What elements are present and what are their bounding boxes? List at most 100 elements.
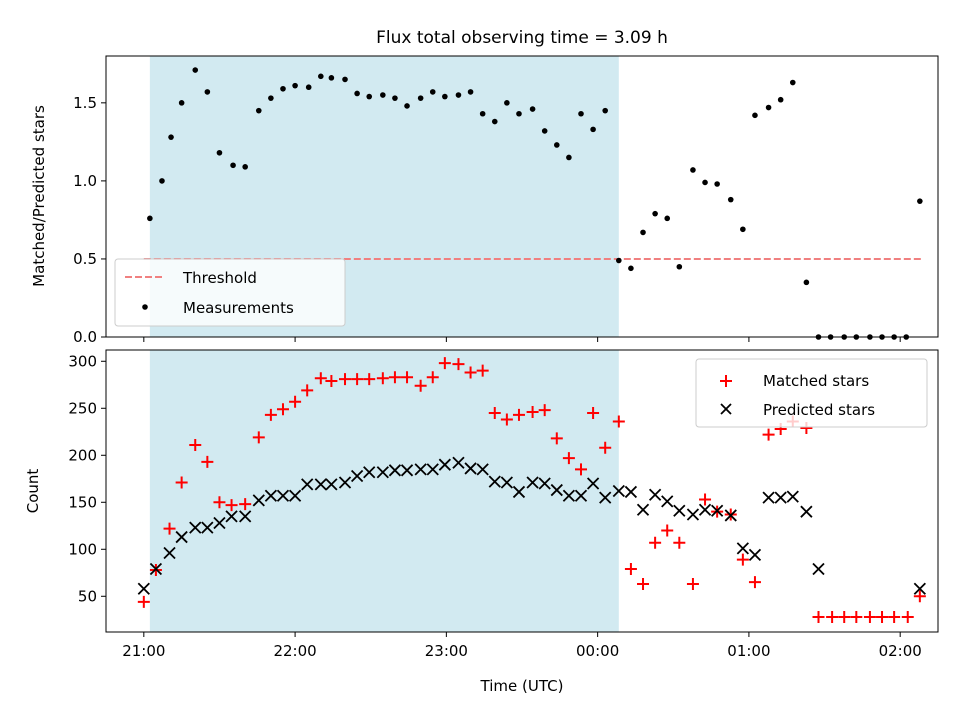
measurement-point (429, 89, 436, 95)
matched-star-point (863, 610, 876, 623)
predicted-star-point (163, 546, 176, 560)
x-tick-label: 02:00 (879, 642, 922, 660)
predicted-star-point (612, 484, 625, 498)
measurement-point (442, 93, 448, 100)
matched-star-point (213, 496, 226, 509)
measurement-point (590, 126, 596, 133)
x-tick-label: 22:00 (273, 642, 316, 660)
matched-star-point (276, 403, 289, 416)
bottom-y-tick-label: 50 (78, 587, 97, 605)
matched-star-point (351, 373, 364, 386)
predicted-star-point (586, 477, 600, 490)
top-y-axis-label: Matched/Predicted stars (30, 105, 48, 287)
matched-star-point (736, 553, 749, 566)
matched-star-point (888, 610, 901, 623)
measurement-point (168, 134, 174, 140)
measurement-point (380, 92, 386, 98)
matched-star-point (401, 371, 414, 384)
predicted-star-point (748, 548, 762, 562)
measurement-point (455, 92, 462, 98)
measurement-point (318, 73, 324, 80)
matched-legend-label: Matched stars (763, 372, 869, 390)
measurement-point (803, 279, 810, 286)
predicted-star-point (711, 504, 724, 517)
bottom-axes-frame (105, 349, 939, 633)
measurement-point (242, 164, 248, 170)
measurement-point (917, 198, 923, 204)
predicted-star-point (786, 490, 799, 503)
bottom-legend: Matched stars Predicted stars (695, 358, 928, 428)
predicted-legend-label: Predicted stars (763, 401, 875, 419)
measurement-point (628, 265, 634, 272)
measurement-point (664, 215, 671, 222)
matched-star-point (376, 372, 389, 385)
x-axis-label: Time (UTC) (480, 677, 564, 695)
measurement-point (147, 215, 153, 222)
predicted-star-point (464, 462, 477, 475)
measurement-point (529, 106, 536, 112)
chart-title: Flux total observing time = 3.09 h (376, 28, 668, 48)
bottom-y-tick-label: 300 (68, 352, 97, 370)
matched-star-point (289, 395, 302, 408)
predicted-star-point (363, 466, 376, 479)
measurement-point (328, 75, 335, 81)
top-y-tick-label: 0.0 (73, 328, 97, 346)
matched-star-point (686, 578, 699, 591)
measurement-point (740, 226, 746, 233)
matched-star-point (414, 379, 427, 392)
predicted-legend-swatch (720, 403, 732, 415)
predicted-star-point (288, 489, 302, 502)
predicted-star-point (252, 494, 265, 507)
matched-star-point (163, 522, 176, 535)
predicted-star-point (774, 491, 787, 504)
matched-star-point (661, 524, 674, 537)
bottom-y-tick-label: 150 (68, 493, 97, 511)
predicted-star-point (400, 464, 414, 477)
predicted-star-point (314, 478, 327, 491)
measurement-point (727, 196, 734, 203)
matched-star-point (748, 576, 761, 589)
top-y-tick-label: 1.0 (73, 172, 97, 190)
matched-star-point (488, 406, 501, 419)
measurement-point (159, 178, 165, 184)
measurement-point (640, 229, 646, 236)
measurement-point (676, 263, 683, 270)
matched-star-point (587, 406, 600, 419)
matched-star-point (762, 428, 775, 441)
predicted-star-point (325, 478, 338, 491)
measurement-point (230, 162, 236, 169)
predicted-star-point (149, 562, 163, 576)
predicted-star-point (512, 485, 526, 499)
measurement-point (268, 95, 274, 101)
predicted-star-point (500, 476, 514, 489)
predicted-star-point (913, 582, 926, 595)
matched-star-point (426, 371, 439, 384)
measurement-point (216, 149, 223, 156)
matched-star-point (388, 371, 401, 384)
measurement-point (553, 142, 560, 148)
matched-star-point (476, 364, 489, 377)
predicted-star-point (599, 491, 612, 504)
measurement-point (204, 89, 211, 95)
matched-star-point (239, 498, 252, 511)
matched-star-point (325, 375, 338, 388)
predicted-star-point (239, 510, 252, 523)
measurement-point (690, 167, 696, 173)
predicted-star-point (812, 562, 825, 576)
x-tick-label: 00:00 (576, 642, 619, 660)
matched-star-point (526, 406, 539, 419)
measurement-point (765, 104, 772, 111)
matched-star-point (876, 610, 889, 623)
measurements-legend-swatch (142, 304, 148, 310)
predicted-star-point (624, 485, 638, 499)
predicted-star-point (201, 521, 214, 534)
matched-star-point (189, 438, 202, 451)
predicted-star-point (225, 510, 238, 523)
measurement-point (616, 257, 622, 264)
matched-star-point (699, 493, 712, 506)
bottom-y-tick-label: 250 (68, 399, 97, 417)
matched-star-point (538, 404, 551, 417)
measurement-point (578, 110, 584, 117)
matched-star-point (913, 590, 926, 603)
predicted-star-point (800, 505, 813, 518)
